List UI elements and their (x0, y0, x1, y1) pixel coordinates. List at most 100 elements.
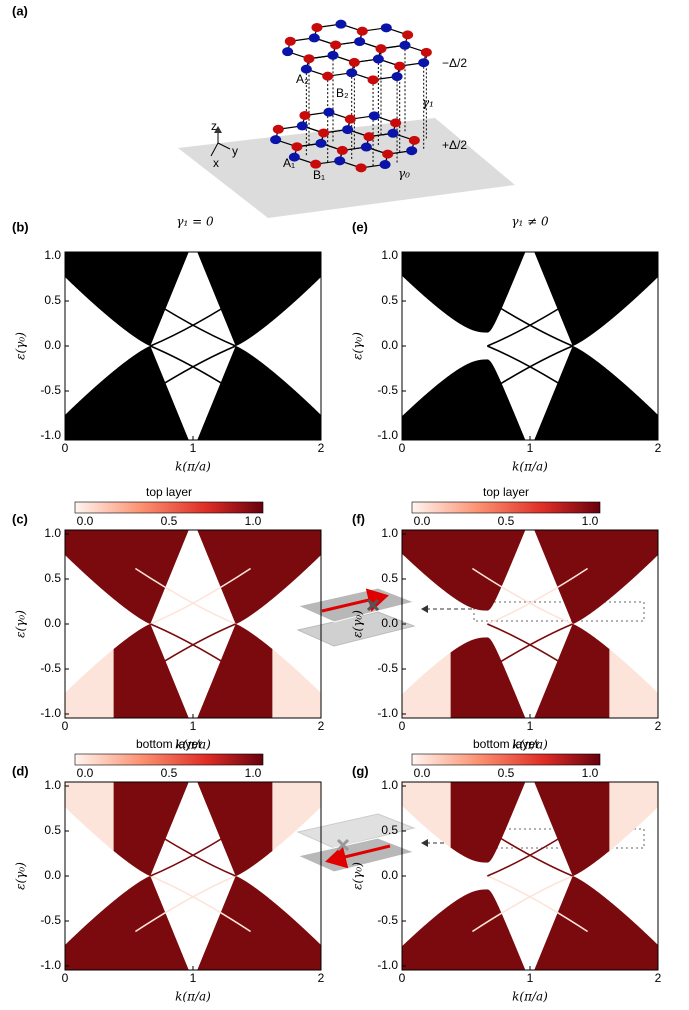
atom (369, 111, 380, 120)
y-tick-label: 0.5 (381, 293, 398, 307)
panel-label: (c) (12, 511, 28, 526)
x-tick-label: 1 (527, 971, 534, 985)
bulk-band (402, 769, 658, 876)
colorbar-tick-label: 0.5 (498, 514, 515, 528)
potential-label: −Δ/2 (442, 56, 467, 70)
hopping-label: γ₁ (422, 96, 434, 110)
y-tick-label: -0.5 (377, 913, 398, 927)
atom (354, 37, 365, 46)
atom (368, 75, 379, 84)
atom (342, 125, 353, 134)
y-tick-label: -0.5 (377, 661, 398, 675)
atom (364, 132, 375, 141)
site-label: A₂ (296, 72, 309, 86)
atom (361, 143, 372, 152)
y-tick-label: 1.0 (381, 778, 398, 792)
atom (392, 72, 403, 81)
colorbar-tick-label: 0.0 (77, 514, 94, 528)
atom (409, 136, 420, 145)
x-tick-label: 2 (655, 441, 662, 455)
atom (334, 156, 345, 165)
y-tick-label: 0.5 (381, 571, 398, 585)
column-title: γ₁ = 0 (176, 215, 214, 229)
band-plot (402, 769, 658, 984)
y-tick-label: 0.0 (44, 616, 61, 630)
y-tick-label: 0.0 (44, 338, 61, 352)
column-title: γ₁ ≠ 0 (511, 215, 549, 229)
x-tick-label: 0 (399, 719, 406, 733)
atom (322, 72, 333, 81)
x-tick-label: 1 (190, 441, 197, 455)
colorbar-tick-label: 0.0 (77, 766, 94, 780)
atom (323, 108, 334, 117)
y-tick-label: -0.5 (40, 913, 61, 927)
atom (400, 41, 411, 50)
y-tick-label: -0.5 (377, 383, 398, 397)
x-axis-label: k(π/a) (512, 990, 548, 1004)
atom (356, 163, 367, 172)
x-tick-label: 0 (399, 441, 406, 455)
atom (388, 129, 399, 138)
y-tick-label: -1.0 (40, 958, 61, 972)
bulk-band (402, 239, 658, 346)
figure: (a) A₂ B₂ A₁ B₁ γ₁ γ₀ −Δ/2 +Δ/2 z y x γ₁… (0, 0, 689, 1010)
colorbar-tick-label: 0.0 (414, 514, 431, 528)
atom (381, 23, 392, 32)
y-tick-label: 1.0 (381, 526, 398, 540)
layer-title: top layer (146, 485, 192, 499)
y-tick-label: -1.0 (377, 706, 398, 720)
y-tick-label: 0.5 (44, 571, 61, 585)
atom (373, 55, 384, 64)
colorbar-tick-label: 0.5 (498, 766, 515, 780)
atom (349, 58, 360, 67)
x-tick-label: 2 (655, 719, 662, 733)
atom (335, 20, 346, 29)
colorbar-tick-label: 1.0 (582, 514, 599, 528)
colorbar (75, 754, 263, 765)
y-tick-label: 1.0 (44, 778, 61, 792)
x-tick-label: 0 (62, 719, 69, 733)
band-plot (65, 517, 321, 732)
colorbar-tick-label: 0.0 (414, 766, 431, 780)
colorbar-tick-label: 0.5 (161, 514, 178, 528)
panel-label: (d) (12, 763, 29, 778)
layer-title: bottom layer (136, 737, 202, 751)
x-tick-label: 2 (318, 441, 325, 455)
atom (402, 30, 413, 39)
atom (418, 58, 429, 67)
atom (346, 68, 357, 77)
y-tick-label: -1.0 (40, 706, 61, 720)
y-tick-label: -1.0 (40, 428, 61, 442)
colorbar (412, 754, 600, 765)
atom (270, 135, 281, 144)
atom (285, 37, 296, 46)
x-tick-label: 0 (399, 971, 406, 985)
bulk-band (402, 517, 658, 624)
y-tick-label: 0.5 (44, 823, 61, 837)
atom (328, 51, 339, 60)
axis-label: z (211, 119, 217, 133)
panel-label: (a) (12, 3, 28, 18)
atom (330, 40, 341, 49)
page: (a) A₂ B₂ A₁ B₁ γ₁ γ₀ −Δ/2 +Δ/2 z y x γ₁… (0, 0, 689, 1010)
y-tick-label: -1.0 (377, 428, 398, 442)
y-tick-label: 1.0 (381, 248, 398, 262)
atom (318, 128, 329, 137)
y-tick-label: 0.0 (44, 868, 61, 882)
y-tick-label: 0.0 (381, 616, 398, 630)
atom (299, 111, 310, 120)
y-tick-label: -1.0 (377, 958, 398, 972)
atom (390, 118, 401, 127)
colorbar-tick-label: 1.0 (245, 766, 262, 780)
band-plot (402, 517, 658, 732)
x-axis-label: k(π/a) (512, 460, 548, 474)
x-tick-label: 2 (318, 719, 325, 733)
y-tick-label: 1.0 (44, 248, 61, 262)
y-tick-label: 0.5 (44, 293, 61, 307)
hopping-label: γ₀ (398, 167, 410, 181)
y-tick-label: 0.5 (381, 823, 398, 837)
bulk-band (65, 517, 321, 624)
panel-label: (g) (352, 763, 369, 778)
site-label: B₂ (336, 86, 349, 100)
atom (311, 23, 322, 32)
